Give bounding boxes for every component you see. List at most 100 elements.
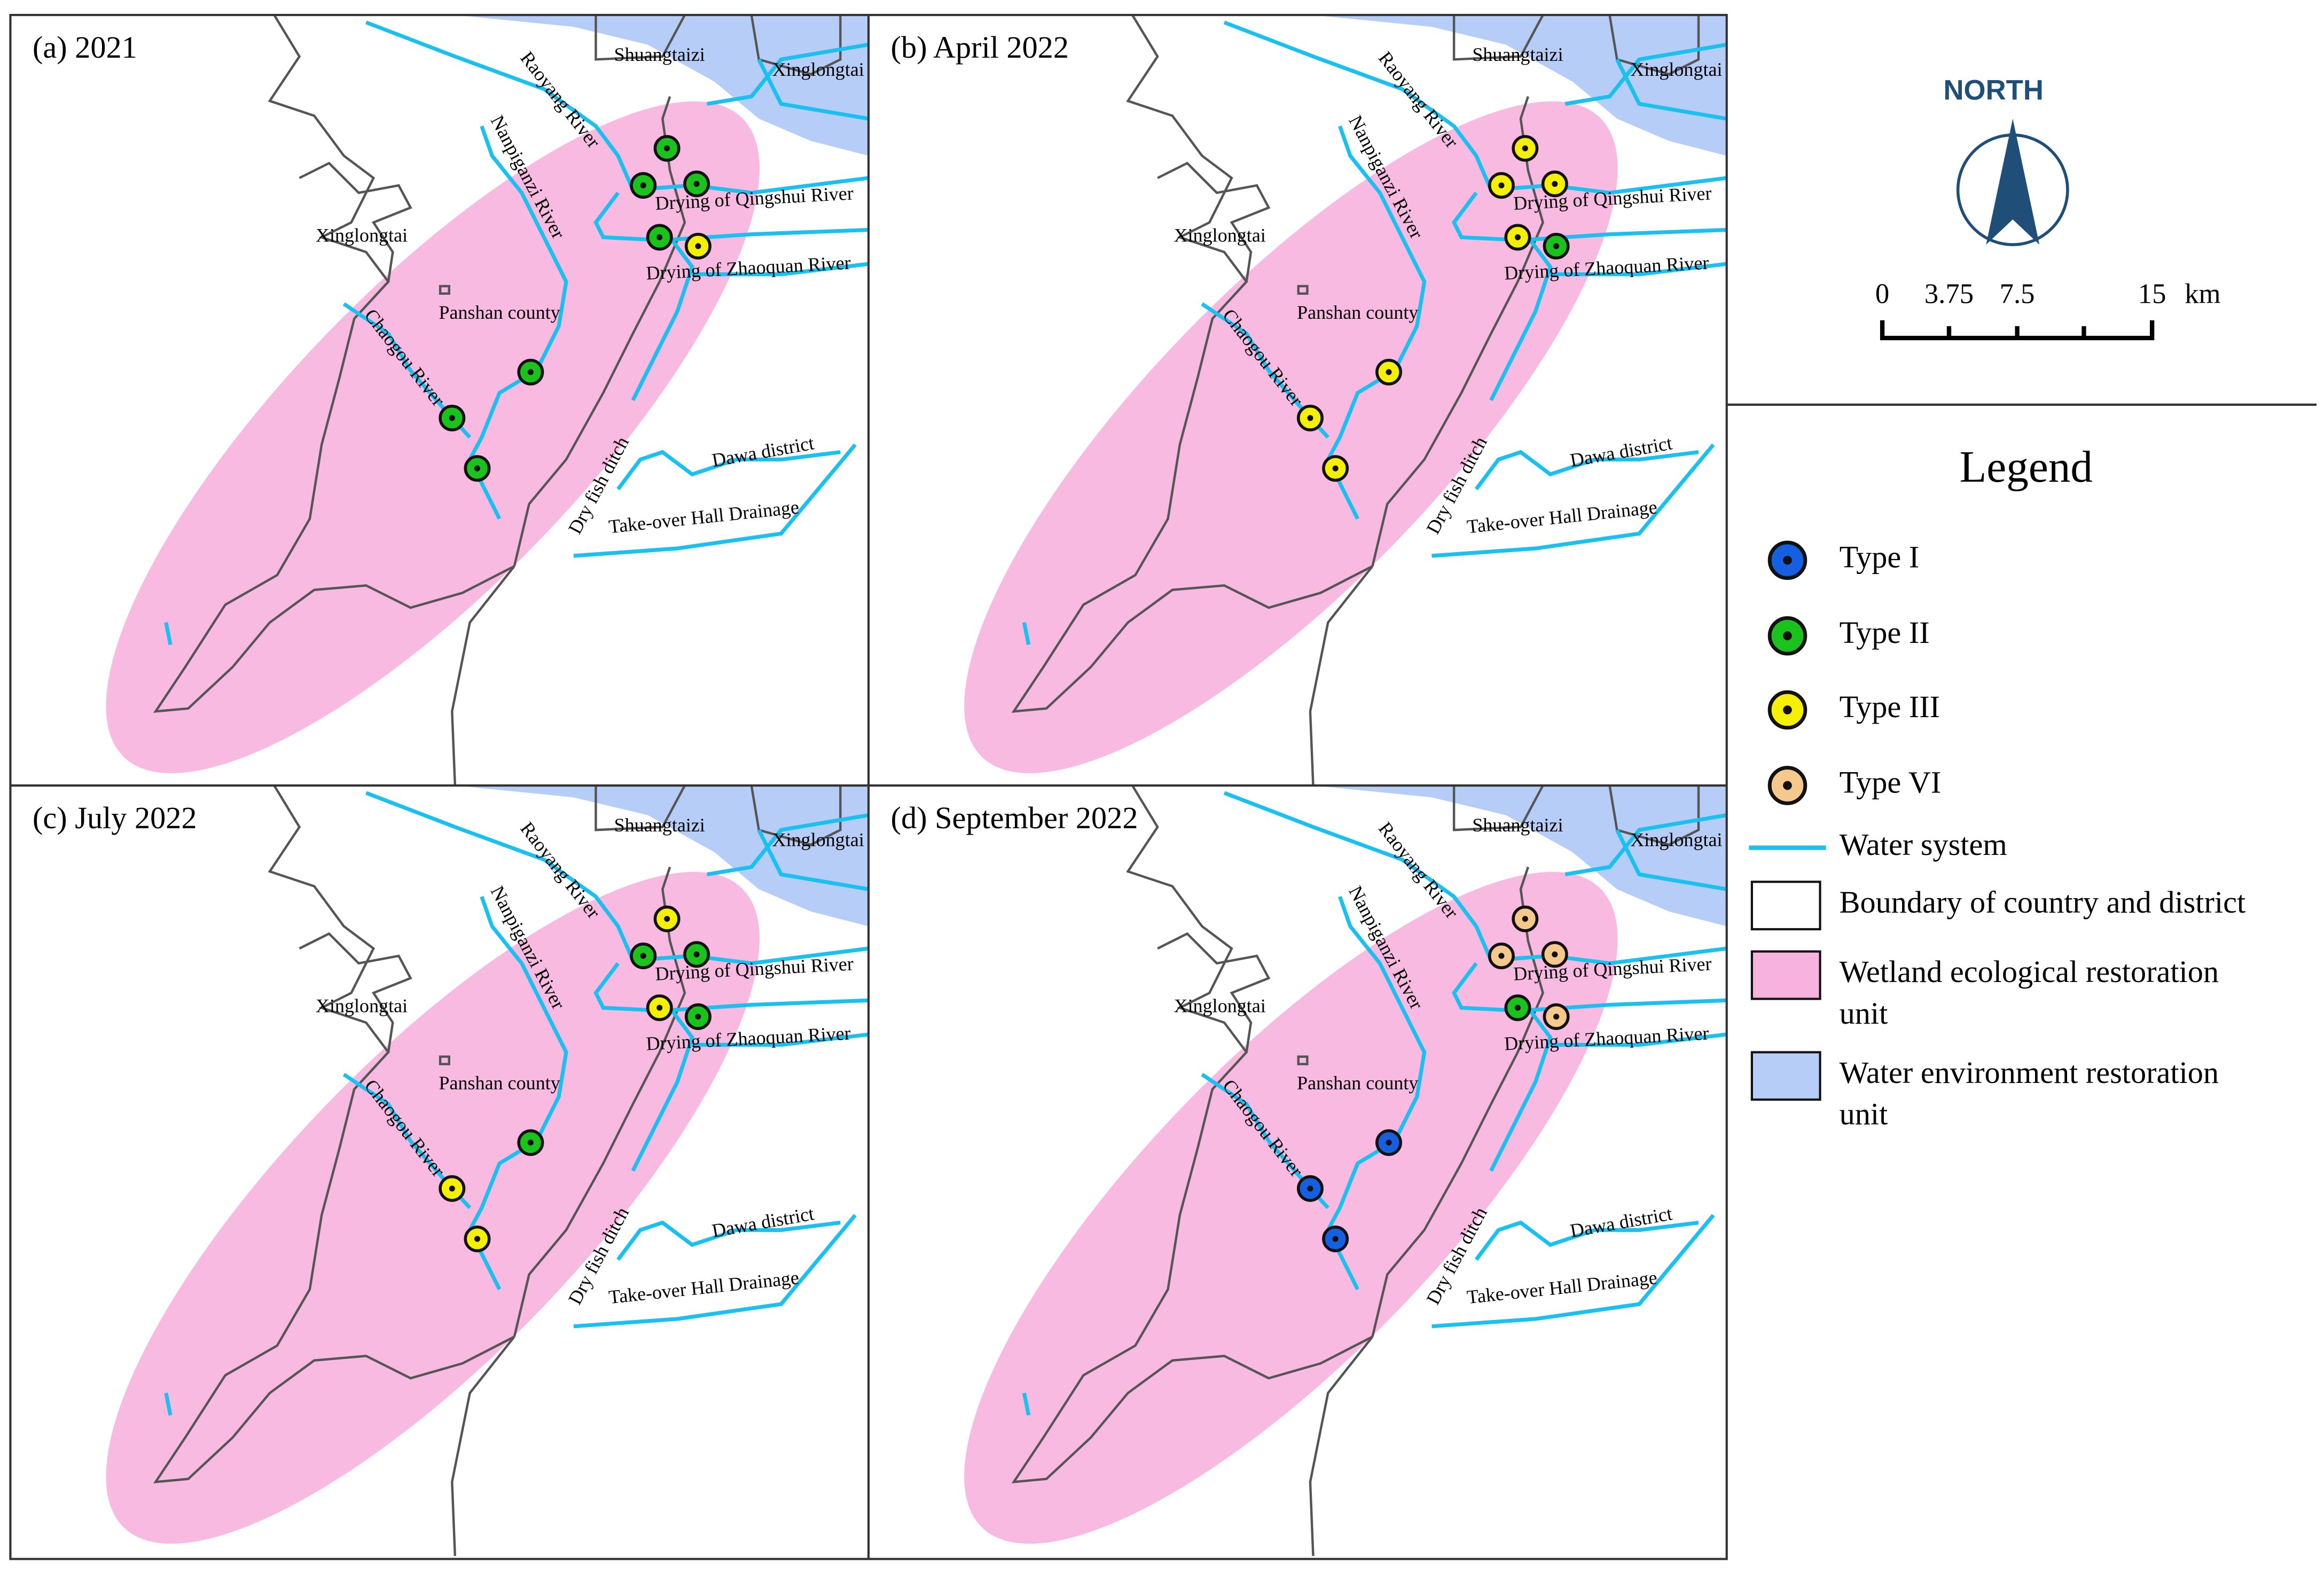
place-label: Raoyang River [1374, 48, 1462, 152]
panel-title: (c) July 2022 [33, 800, 197, 835]
legend-label: Type VI [1840, 765, 1942, 799]
place-label: Xinglongtai [772, 59, 864, 80]
place-label: Shuangtaizi [1472, 814, 1563, 836]
place-label: Dawa district [1568, 432, 1673, 471]
panel-title: (a) 2021 [33, 30, 137, 65]
site-dot [527, 369, 534, 375]
site-dot [1522, 145, 1528, 152]
base-map [875, 14, 1727, 860]
legend-label: Water system [1840, 827, 2007, 862]
legend-dot [1783, 631, 1792, 641]
site-dot [1514, 1004, 1521, 1011]
legend-dot [1783, 705, 1792, 714]
site-dot [1553, 1014, 1560, 1020]
place-label: Panshan county [1297, 302, 1418, 323]
place-label: Xinglongtai [316, 995, 408, 1017]
panel-title: (b) April 2022 [891, 30, 1069, 65]
legend-swatch [1750, 950, 1821, 1000]
site-dot [1514, 234, 1521, 240]
legend-label: Type II [1840, 615, 1930, 650]
site-dot [1307, 415, 1313, 421]
legend-label: Type III [1840, 689, 1940, 724]
site-dot [664, 145, 670, 152]
legend-label-line: Wetland ecological restoration [1840, 955, 2219, 989]
north-arrow: NORTH [1943, 74, 2069, 246]
place-label: Shuangtaizi [614, 44, 705, 65]
place-label: Dawa district [1568, 1203, 1673, 1242]
site-dot [695, 243, 701, 249]
site-dot [1332, 465, 1339, 472]
legend-swatch [1750, 881, 1821, 931]
site-dot [693, 180, 700, 187]
north-label: NORTH [1943, 74, 2043, 106]
site-dot [474, 465, 481, 472]
place-label: Dawa district [710, 432, 816, 471]
scale-bar: 0 3.75 7.5 15 km [1875, 278, 2221, 341]
place-label: Raoyang River [1374, 818, 1462, 923]
site-dot [656, 1004, 663, 1011]
site-dot [640, 953, 646, 959]
place-label: Xinglongtai [1630, 59, 1722, 80]
base-map [17, 785, 868, 1571]
legend-dot [1783, 781, 1792, 790]
site-dot [656, 234, 663, 240]
legend-label-line: Water environment restoration [1840, 1055, 2219, 1090]
scale-label: 7.5 [2000, 278, 2035, 309]
place-label: Xinglongtai [772, 829, 864, 851]
site-dot [1386, 369, 1392, 375]
legend-label: Type I [1840, 540, 1920, 575]
place-label: Panshan county [439, 1072, 560, 1094]
place-label: Shuangtaizi [614, 814, 705, 836]
legend-label: Boundary of country and district [1840, 885, 2246, 920]
scale-label: 0 [1875, 278, 1889, 309]
place-label: Take-over Hall Drainage [1466, 1267, 1658, 1308]
legend-swatch [1750, 1051, 1821, 1101]
site-dot [1498, 182, 1505, 188]
site-dot [695, 1014, 701, 1020]
legend-label: Water environment restoration unit [1840, 1055, 2219, 1132]
place-label: Take-over Hall Drainage [608, 496, 800, 537]
base-map [875, 785, 1727, 1571]
place-label: Raoyang River [516, 48, 604, 152]
site-dot [693, 951, 700, 957]
site-dot [1307, 1185, 1313, 1192]
place-label: Panshan county [1297, 1072, 1418, 1094]
place-label: Xinglongtai [1174, 995, 1266, 1017]
site-dot [449, 415, 455, 421]
frame [9, 13, 2317, 1560]
place-label: Take-over Hall Drainage [608, 1267, 800, 1308]
place-label: Dawa district [710, 1203, 816, 1242]
place-label: Shuangtaizi [1472, 44, 1563, 65]
site-dot [1552, 951, 1558, 957]
panel-title: (d) September 2022 [891, 800, 1138, 835]
place-label: Xinglongtai [1174, 225, 1266, 246]
place-label: Xinglongtai [1630, 829, 1722, 851]
site-dot [1498, 953, 1505, 959]
legend-title: Legend [1959, 443, 2093, 492]
site-dot [640, 182, 646, 188]
place-label: Take-over Hall Drainage [1466, 496, 1658, 537]
site-dot [1332, 1236, 1339, 1242]
scale-label: 3.75 [1924, 278, 1974, 309]
place-label: Panshan county [439, 302, 560, 323]
site-dot [449, 1185, 455, 1192]
site-dot [1386, 1140, 1392, 1146]
place-label: Raoyang River [516, 818, 604, 923]
legend-label: Wetland ecological restoration unit [1840, 955, 2219, 1031]
base-map [17, 14, 868, 860]
site-dot [1552, 180, 1558, 187]
place-label: Xinglongtai [316, 225, 408, 246]
legend-label-line: unit [1840, 996, 1888, 1031]
scale-label: 15 [2138, 278, 2166, 309]
site-dot [1553, 243, 1560, 249]
site-dot [474, 1236, 481, 1242]
site-dot [664, 916, 670, 922]
scale-unit: km [2185, 278, 2220, 309]
site-dot [1522, 916, 1528, 922]
legend-dot [1783, 555, 1792, 565]
